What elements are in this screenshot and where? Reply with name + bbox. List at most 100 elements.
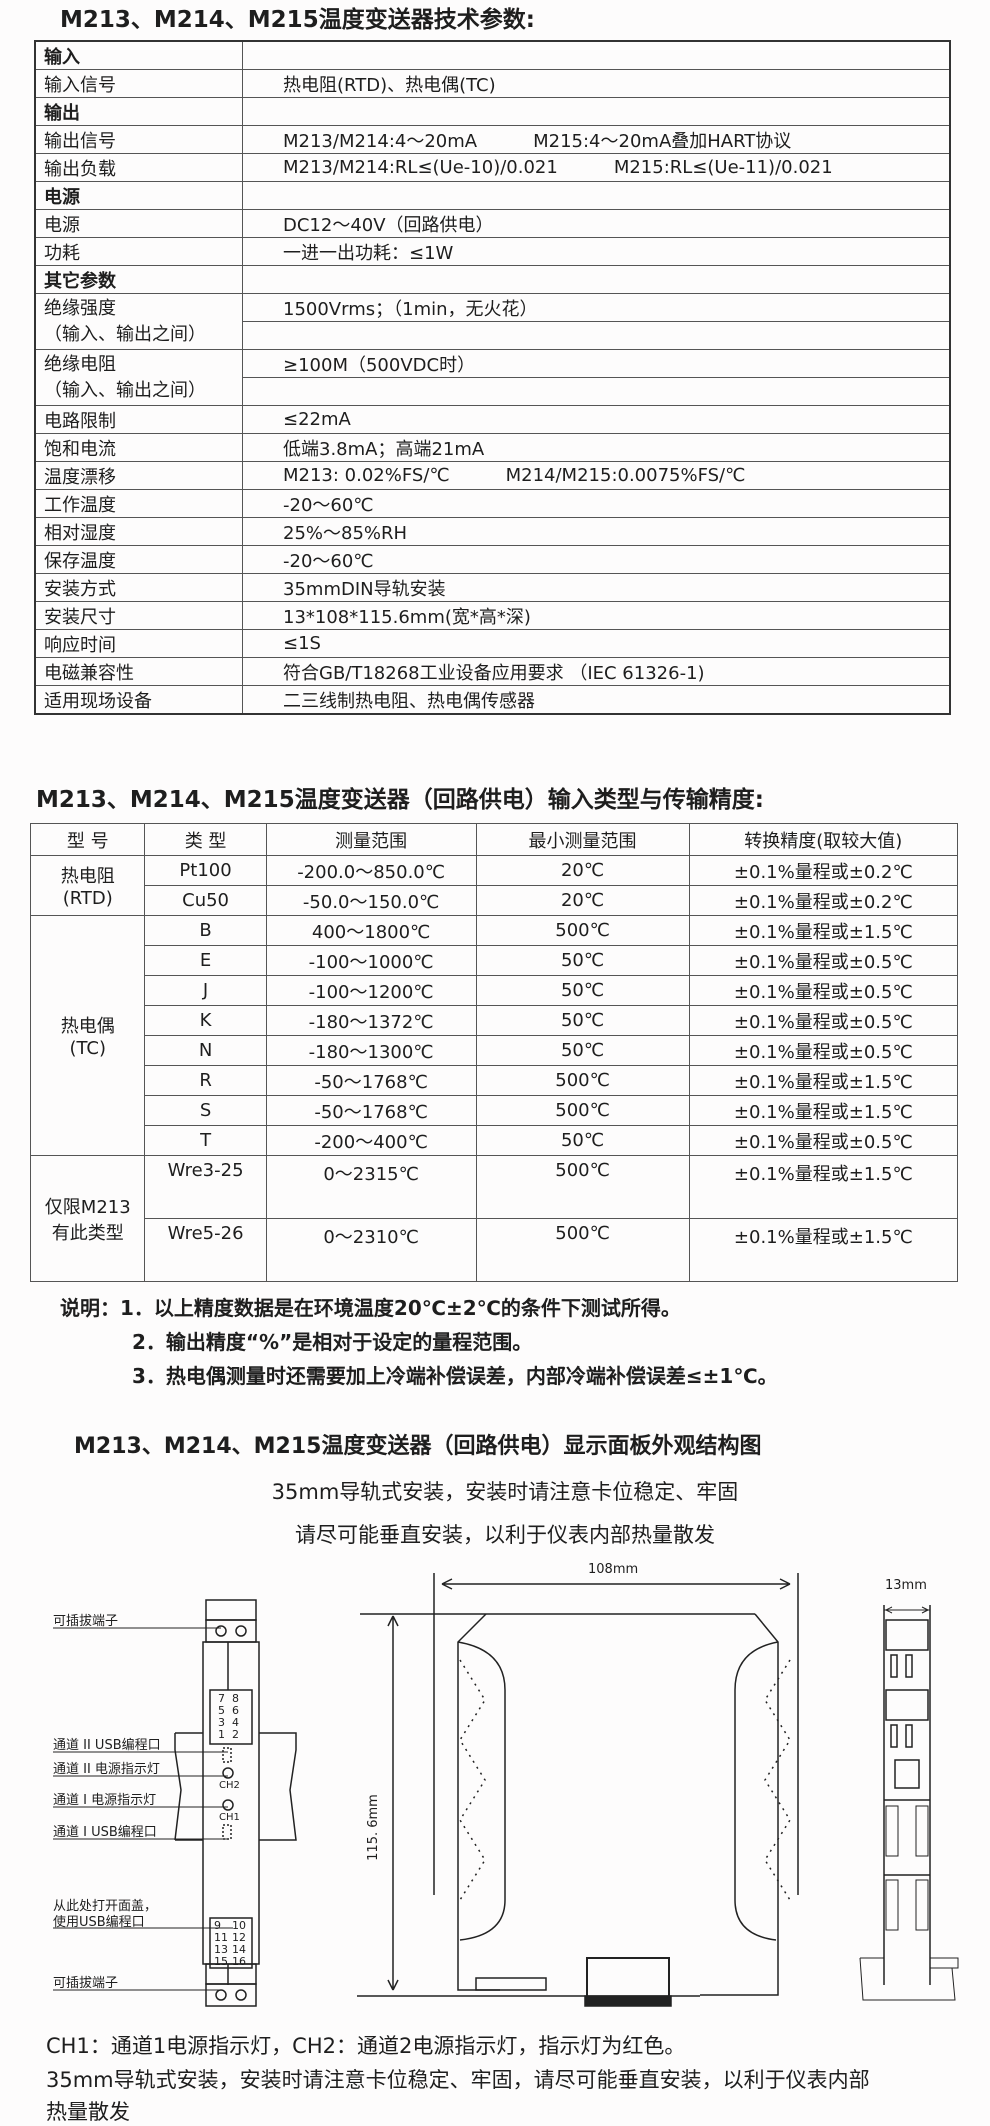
header-row: 型 号类 型测量范围 最小测量范围 转换精度(取较大值) (29, 823, 959, 856)
table-row: 热电偶 (TC) B 400～1800℃ 500℃ ±0.1%量程或±1.5℃ (29, 915, 959, 1156)
table-cell: ±0.1%量程或±0.5℃ (688, 1035, 959, 1066)
terminal-numbers-bottom: 9 10 11 12 13 14 15 16 (214, 1920, 250, 1968)
terminal-number: 15 (214, 1955, 228, 1968)
ch2-label: CH2 (219, 1780, 240, 1791)
terminal-number: 2 (232, 1728, 239, 1741)
group-line: (TC) (69, 1038, 107, 1059)
spec-key: 工作温度 (34, 489, 243, 518)
table-cell: -100～1200℃ (265, 975, 477, 1006)
spec-key: 安装尺寸 (34, 601, 243, 630)
panel-title: M213、M214、M215温度变送器（回路供电）显示面板外观结构图 (74, 1434, 762, 1459)
model-group: 热电偶 (TC) (29, 915, 146, 1156)
spec-key: 其它参数 (34, 265, 243, 294)
spec-row: 电源 DC12～40V（回路供电） (34, 209, 951, 238)
table-cell: 50℃ (475, 1035, 690, 1066)
label-open-1: 从此处打开面盖， (53, 1899, 158, 1914)
label-open-2: 使用USB编程口 (53, 1915, 145, 1930)
spec-row: 适用现场设备 二三线制热电阻、热电偶传感器 (34, 685, 951, 715)
spec-key: 温度漂移 (34, 461, 243, 490)
spec-value: 二三线制热电阻、热电偶传感器 (242, 685, 951, 715)
table-cell: 500℃ (475, 1155, 690, 1219)
spec-key: 输入 (34, 40, 243, 70)
spec-key: 饱和电流 (34, 433, 243, 462)
end-view-module (859, 1605, 959, 2001)
dimension-width: 108mm (588, 1562, 639, 1577)
spec-key: 保存温度 (34, 545, 243, 574)
spec-value: 25%～85%RH (242, 517, 951, 546)
terminal-number: 6 (232, 1704, 239, 1717)
table-cell: -100～1000℃ (265, 945, 477, 976)
spec-value: 低端3.8mA；高端21mA (242, 433, 951, 462)
table-cell: S (144, 1095, 267, 1126)
spec-value (242, 377, 951, 406)
table-cell: ±0.1%量程或±0.2℃ (688, 885, 959, 916)
bottom-note-3: 热量散发 (46, 2100, 130, 2124)
table-cell: E (144, 945, 267, 976)
spec-value (242, 181, 951, 210)
terminal-number: 13 (214, 1943, 228, 1956)
spec-row: 电源 (34, 181, 951, 210)
spec-key: 绝缘强度 （输入、输出之间） (34, 293, 243, 350)
dimension-depth: 13mm (885, 1578, 927, 1593)
spec-value: ≤22mA (242, 405, 951, 434)
spec-key: 输出负载 (34, 153, 243, 182)
column-header: 类 型 (144, 823, 267, 856)
label-usb1: 通道 I USB编程口 (53, 1825, 157, 1840)
spec-value-part: M213/M214:RL≤(Ue-10)/0.021 (283, 157, 558, 178)
spec-key: 输出信号 (34, 125, 243, 154)
terminal-number: 7 (218, 1692, 225, 1705)
accuracy-table: 型 号类 型测量范围 最小测量范围 转换精度(取较大值) 热电阻 (RTD) Pt100-… (29, 823, 959, 1282)
table-cell: -180～1372℃ (265, 1005, 477, 1036)
spec-row: 输入 (34, 40, 951, 70)
table-cell: -50～1768℃ (265, 1065, 477, 1096)
terminal-number: 10 (232, 1919, 246, 1932)
table-row: S -50～1768℃ 500℃ ±0.1%量程或±1.5℃ (31, 1095, 959, 1126)
table-cell: ±0.1%量程或±0.5℃ (688, 975, 959, 1006)
table-row: Cu50 -50.0～150.0℃ 20℃ ±0.1%量程或±0.2℃ (31, 885, 959, 916)
table-row: T -200～400℃ 50℃ ±0.1%量程或±0.5℃ (31, 1125, 959, 1156)
spec-value: M213: 0.02%FS/℃ M214/M215:0.0075%FS/℃ (242, 461, 951, 490)
label-plug-top: 可插拔端子 (53, 1614, 119, 1629)
dimension-height: 115. 6mm (365, 1794, 381, 1861)
table-row: J -100～1200℃ 50℃ ±0.1%量程或±0.5℃ (31, 975, 959, 1006)
table-cell: T (144, 1125, 267, 1156)
terminal-number: 9 (214, 1919, 221, 1932)
group-line: 仅限M213 (44, 1196, 131, 1218)
spec-row: 输出信号 M213/M214:4～20mA M215:4～20mA叠加HART协议 (34, 125, 951, 154)
table-cell: ±0.1%量程或±0.2℃ (688, 855, 959, 886)
spec-row: 电路限制 ≤22mA (34, 405, 951, 434)
table-cell: ±0.1%量程或±1.5℃ (688, 1218, 959, 1282)
spec-key: 响应时间 (34, 629, 243, 658)
spec-value: 13*108*115.6mm(宽*高*深) (242, 601, 951, 630)
spec-key: 电源 (34, 181, 243, 210)
spec-row: 绝缘电阻 （输入、输出之间） ≥100M（500VDC时） (34, 349, 951, 406)
table-cell: 50℃ (475, 1125, 690, 1156)
spec-row: 温度漂移 M213: 0.02%FS/℃ M214/M215:0.0075%FS/℃ (34, 461, 951, 490)
table-cell: 500℃ (475, 1095, 690, 1126)
spec-value (242, 321, 951, 350)
table-row: R -50～1768℃ 500℃ ±0.1%量程或±1.5℃ (31, 1065, 959, 1096)
bottom-note-2: 35mm导轨式安装，安装时请注意卡位稳定、牢固，请尽可能垂直安装，以利于仪表内部 (46, 2068, 870, 2092)
spec-row: 输入信号 热电阻(RTD)、热电偶(TC) (34, 69, 951, 98)
ch1-label: CH1 (219, 1812, 240, 1823)
front-view-module (53, 1599, 297, 2007)
group-line: 热电偶 (60, 1016, 115, 1037)
spec-value-part: M213/M214:4～20mA (283, 130, 478, 152)
spec-value: 1500Vrms；（1min，无火花） (242, 293, 951, 322)
table-cell: ±0.1%量程或±1.5℃ (688, 1065, 959, 1096)
spec-row: 保存温度 -20～60℃ (34, 545, 951, 574)
model-group: 热电阻 (RTD) (29, 855, 146, 916)
spec-key-line: 绝缘强度 (44, 298, 116, 319)
note-3: 3．热电偶测量时还需要加上冷端补偿误差，内部冷端补偿误差≤±1℃。 (132, 1364, 778, 1388)
spec-value-part: M214/M215:0.0075%FS/℃ (505, 465, 746, 486)
spec-row: 功耗 一进一出功耗：≤1W (34, 237, 951, 266)
spec-key: 输出 (34, 97, 243, 126)
spec-row: 饱和电流 低端3.8mA；高端21mA (34, 433, 951, 462)
table-cell: 20℃ (475, 885, 690, 916)
spec-value: M213/M214:RL≤(Ue-10)/0.021 M215:RL≤(Ue-11… (242, 153, 951, 182)
spec-value: -20～60℃ (242, 545, 951, 574)
spec-key-line: （输入、输出之间） (44, 324, 206, 345)
spec-value: M213/M214:4～20mA M215:4～20mA叠加HART协议 (242, 125, 951, 154)
spec-key-line: 绝缘电阻 (44, 354, 116, 375)
terminal-number: 5 (218, 1704, 225, 1717)
